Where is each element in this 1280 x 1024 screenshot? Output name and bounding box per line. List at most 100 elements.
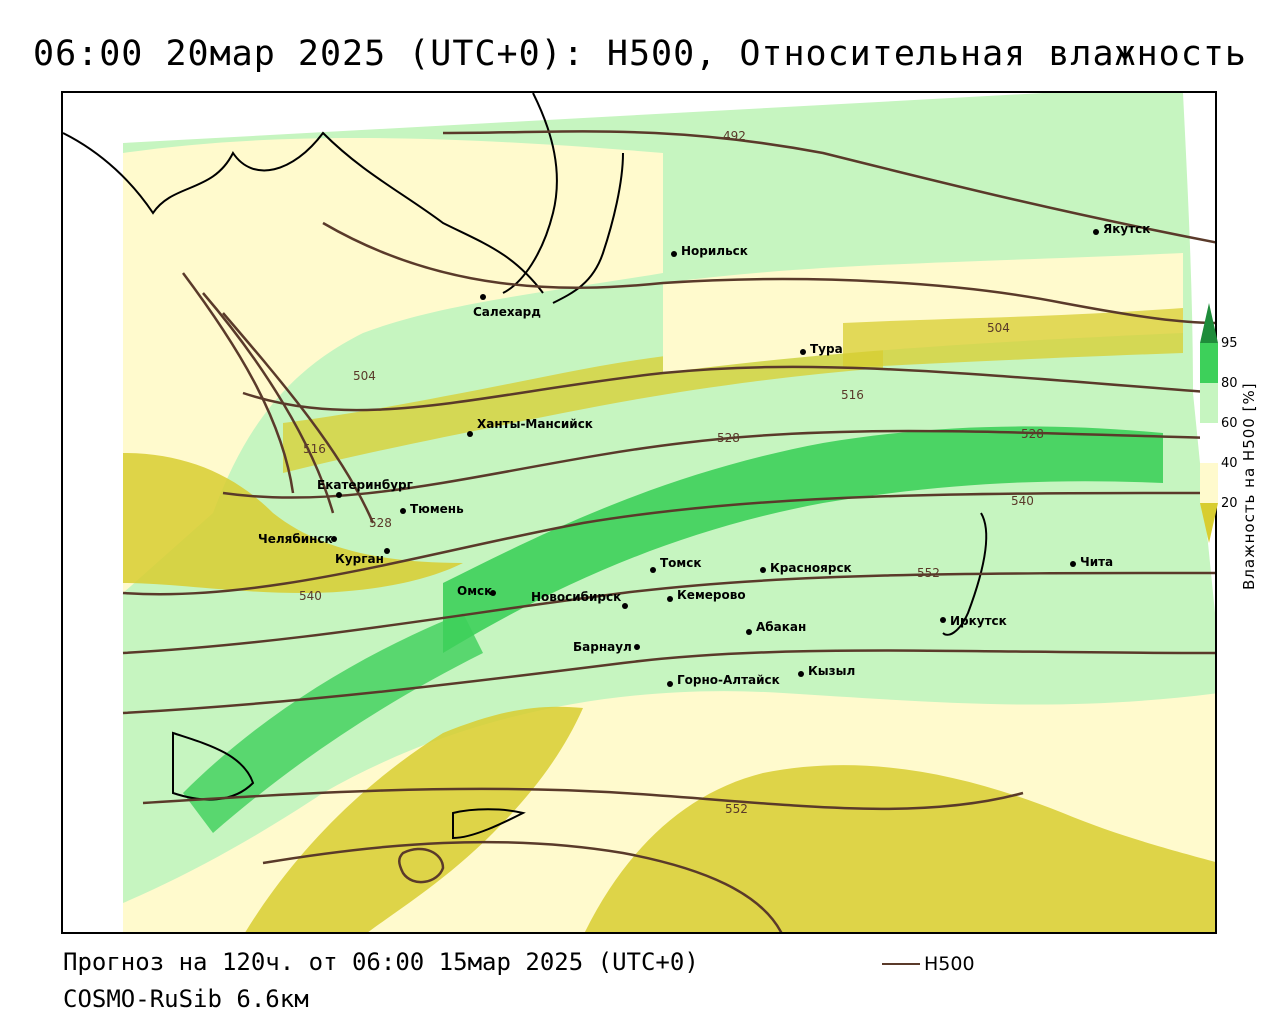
contour-label: 504 (987, 321, 1010, 335)
city-gorno-altaysk: Горно-Алтайск (667, 673, 780, 687)
humidity-region-20 (245, 706, 583, 932)
contour-label: 492 (723, 129, 746, 143)
contour-label: 540 (1011, 494, 1034, 508)
humidity-region-40 (123, 138, 663, 593)
contour-label: 528 (369, 516, 392, 530)
city-label: Барнаул (573, 640, 632, 654)
contour-580 (262, 840, 783, 932)
city-novosibirsk: Новосибирск (531, 590, 628, 609)
colorbar-label: Влажность на H500 [%] (1240, 382, 1258, 590)
humidity-region-80 (443, 426, 1163, 653)
city-norilsk: Норильск (671, 244, 748, 258)
colorbar-20 (1200, 463, 1218, 503)
contour-564 (122, 649, 1215, 715)
forecast-info: Прогноз на 120ч. от 06:00 15мар 2025 (UT… (63, 948, 699, 976)
contour-label: 540 (299, 589, 322, 603)
city-label: Челябинск (258, 532, 333, 546)
city-label: Салехард (473, 305, 541, 319)
coastline (63, 131, 544, 294)
city-kemerovo: Кемерово (667, 588, 746, 602)
coastline (552, 152, 624, 304)
contour-extra (202, 292, 335, 514)
cities: Якутск Норильск Салехард Тура Ханты-Манс… (258, 222, 1150, 687)
contour-extra (222, 312, 375, 524)
map-frame[interactable]: 492 504 504 516 516 528 528 528 540 540 … (61, 91, 1217, 934)
city-abakan: Абакан (746, 620, 806, 635)
city-krasnoyarsk: Красноярск (760, 561, 852, 575)
city-ekaterinburg: Екатеринбург (317, 478, 413, 498)
contour-576 (142, 787, 1024, 811)
city-label: Иркутск (950, 614, 1007, 628)
city-irkutsk: Иркутск (940, 614, 1007, 628)
contour-label: 528 (1021, 427, 1044, 441)
city-label: Томск (660, 556, 702, 570)
contour-extra (181, 272, 295, 494)
weather-map[interactable]: 492 504 504 516 516 528 528 528 540 540 … (63, 93, 1217, 934)
colorbar-80 (1200, 343, 1218, 383)
city-label: Якутск (1103, 222, 1150, 236)
humidity-colorbar (1200, 303, 1218, 543)
city-label: Красноярск (770, 561, 852, 575)
page-title: 06:00 20мар 2025 (UTC+0): H500, Относите… (33, 34, 1247, 74)
city-salekhard: Салехард (473, 294, 541, 319)
model-name: COSMO-RuSib 6.6км (63, 985, 309, 1013)
city-label: Горно-Алтайск (677, 673, 780, 687)
contour-528 (222, 429, 1215, 499)
contour-504 (322, 221, 1215, 325)
contour-label: 516 (841, 388, 864, 402)
coastline (942, 512, 988, 636)
city-khanty-mansiysk: Ханты-Мансийск (467, 417, 593, 437)
city-barnaul: Барнаул (573, 640, 640, 654)
contour-labels: 492 504 504 516 516 528 528 528 540 540 … (299, 129, 1044, 816)
city-chita: Чита (1070, 555, 1113, 569)
city-label: Омск (457, 584, 492, 598)
city-tura: Тура (800, 342, 843, 356)
h500-legend-line (882, 963, 920, 965)
contour-552 (122, 571, 1215, 655)
h500-legend-label: H500 (924, 953, 975, 975)
h500-contours (122, 130, 1215, 932)
city-chelyabinsk: Челябинск (258, 532, 337, 546)
coastline (172, 731, 255, 801)
humidity-fields (63, 93, 1215, 932)
city-label: Курган (335, 552, 384, 566)
humidity-region-20 (843, 308, 1183, 368)
coastline (502, 93, 558, 294)
city-label: Чита (1080, 555, 1113, 569)
contour-516 (242, 365, 1215, 412)
humidity-region-20 (283, 338, 883, 473)
contour-540 (122, 491, 1215, 596)
colorbar-tick: 60 (1221, 416, 1238, 431)
city-yakutsk: Якутск (1093, 222, 1150, 236)
city-label: Ханты-Мансийск (477, 417, 593, 431)
colorbar-top-arrow (1200, 303, 1218, 343)
humidity-region-20 (585, 765, 1215, 932)
city-kurgan: Курган (335, 548, 390, 566)
colorbar-tick: 95 (1221, 336, 1238, 351)
humidity-region-40 (663, 253, 1183, 373)
city-tyumen: Тюмень (400, 502, 464, 516)
contour-label: 504 (353, 369, 376, 383)
contour-label: 552 (725, 802, 748, 816)
coastline (452, 808, 526, 840)
colorbar-tick: 40 (1221, 456, 1238, 471)
contour-low (398, 847, 445, 884)
city-label: Новосибирск (531, 590, 621, 604)
humidity-region-80 (183, 613, 483, 833)
outside-domain (63, 93, 123, 932)
city-label: Екатеринбург (317, 478, 413, 492)
colorbar-bottom-arrow (1200, 503, 1218, 543)
contour-label: 528 (717, 431, 740, 445)
humidity-region-20 (123, 453, 463, 593)
city-label: Тура (810, 342, 843, 356)
city-omsk: Омск (457, 584, 496, 598)
colorbar-60 (1200, 383, 1218, 423)
colorbar-tick: 20 (1221, 496, 1238, 511)
coastlines (63, 93, 988, 840)
contour-label: 552 (917, 566, 940, 580)
city-kyzyl: Кызыл (798, 664, 855, 678)
city-label: Кызыл (808, 664, 855, 678)
colorbar-40 (1200, 423, 1218, 463)
city-label: Тюмень (410, 502, 464, 516)
contour-492 (442, 130, 1215, 244)
